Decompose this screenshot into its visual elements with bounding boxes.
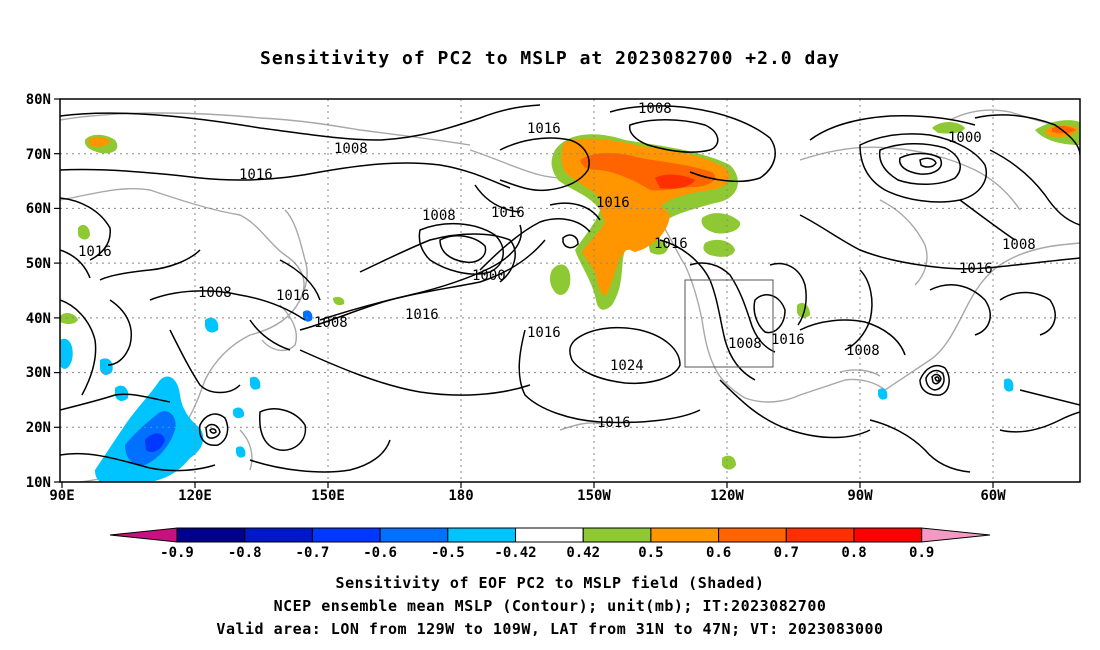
colorbar-tick-label: -0.5: [431, 545, 465, 561]
contour-label: 1000: [472, 268, 506, 284]
lon-label: 60W: [980, 488, 1006, 504]
lat-label: 70N: [26, 147, 51, 163]
colorbar-tick-label: 0.6: [706, 545, 731, 561]
contour-label: 1008: [638, 101, 672, 117]
lat-labels: 80N 70N 60N 50N 40N 30N 20N 10N: [26, 92, 51, 491]
colorbar-segment: [176, 527, 246, 543]
contour-label: 1016: [654, 236, 688, 252]
contour-label: 1016: [491, 205, 525, 221]
lat-label: 50N: [26, 256, 51, 272]
colorbar-tick-label: -0.8: [228, 545, 262, 561]
lat-label: 80N: [26, 92, 51, 108]
contour-label: 1016: [527, 121, 561, 137]
contour-label: 1016: [239, 167, 273, 183]
contour-label: 1008: [728, 336, 762, 352]
colorbar-tick-label: -0.7: [296, 545, 330, 561]
lat-label: 10N: [26, 475, 51, 491]
colorbar-segment: [582, 527, 652, 543]
colorbar: -0.9 -0.8 -0.7 -0.6 -0.5 -0.42 0.42 0.5 0.6 0.7 0.…: [109, 527, 991, 561]
colorbar-tick-label: 0.42: [566, 545, 600, 561]
lon-label: 150E: [311, 488, 345, 504]
contour-label: 1016: [405, 307, 439, 323]
contour-label: 1016: [596, 195, 630, 211]
lon-label: 90E: [49, 488, 74, 504]
shading-negative-blue: [60, 310, 1014, 482]
contour-label: 1016: [78, 244, 112, 260]
contour-label: 1008: [422, 208, 456, 224]
colorbar-tick-label: 0.7: [774, 545, 799, 561]
colorbar-segment: [853, 527, 923, 543]
colorbar-tick-label: 0.8: [841, 545, 866, 561]
axis-ticks: [54, 98, 994, 488]
colorbar-arrow-low: [109, 527, 178, 543]
colorbar-segment: [447, 527, 516, 543]
colorbar-segment: [785, 527, 855, 543]
lon-label: 150W: [577, 488, 611, 504]
contour-label: 1000: [948, 130, 982, 146]
contour-label: 1024: [610, 358, 644, 374]
caption-line-1: Sensitivity of EOF PC2 to MSLP field (Sh…: [335, 574, 765, 592]
colorbar-tick-label: -0.6: [363, 545, 397, 561]
contour-label: 1016: [527, 325, 561, 341]
mslp-contours: [60, 104, 1080, 473]
contour-label: 1016: [959, 261, 993, 277]
lat-label: 40N: [26, 311, 51, 327]
plot-frame: [59, 98, 1081, 483]
map-plot-area: [60, 99, 1080, 482]
lon-label: 180: [448, 488, 473, 504]
colorbar-tick-label: -0.42: [494, 545, 536, 561]
contour-label: 1016: [597, 415, 631, 431]
colorbar-segment: [650, 527, 720, 543]
lon-label: 120W: [710, 488, 744, 504]
lon-label: 90W: [847, 488, 873, 504]
colorbar-segment: [515, 527, 584, 543]
contour-label: 1016: [276, 288, 310, 304]
shading-positive-red: [580, 125, 1076, 191]
lat-label: 20N: [26, 420, 51, 436]
caption-line-3: Valid area: LON from 129W to 109W, LAT f…: [216, 620, 884, 638]
colorbar-arrow-high: [921, 527, 991, 543]
valid-area-box: [684, 279, 774, 368]
contour-label: 1008: [314, 315, 348, 331]
colorbar-segment: [379, 527, 449, 543]
colorbar-tick-label: -0.9: [160, 545, 194, 561]
colorbar-segment: [311, 527, 381, 543]
lon-labels: 90E 120E 150E 180 150W 120W 90W 60W: [49, 488, 1006, 504]
contour-label: 1008: [846, 343, 880, 359]
lat-label: 30N: [26, 365, 51, 381]
contour-label: 1008: [198, 285, 232, 301]
contour-label: 1016: [771, 332, 805, 348]
contour-labels: 1008 1016 1016 1008 1016 1008 1016 1008 …: [78, 101, 1036, 431]
colorbar-tick-label: 0.5: [638, 545, 663, 561]
shading-positive-orange: [88, 125, 1078, 296]
lat-label: 60N: [26, 201, 51, 217]
colorbar-segment: [718, 527, 787, 543]
grid-lines: [60, 99, 1080, 482]
chart-title: Sensitivity of PC2 to MSLP at 2023082700…: [259, 48, 840, 69]
lon-label: 120E: [178, 488, 212, 504]
caption-line-2: NCEP ensemble mean MSLP (Contour); unit(…: [273, 597, 827, 615]
colorbar-tick-label: 0.9: [909, 545, 934, 561]
colorbar-segment: [244, 527, 313, 543]
contour-label: 1008: [334, 141, 368, 157]
contour-label: 1008: [1002, 237, 1036, 253]
